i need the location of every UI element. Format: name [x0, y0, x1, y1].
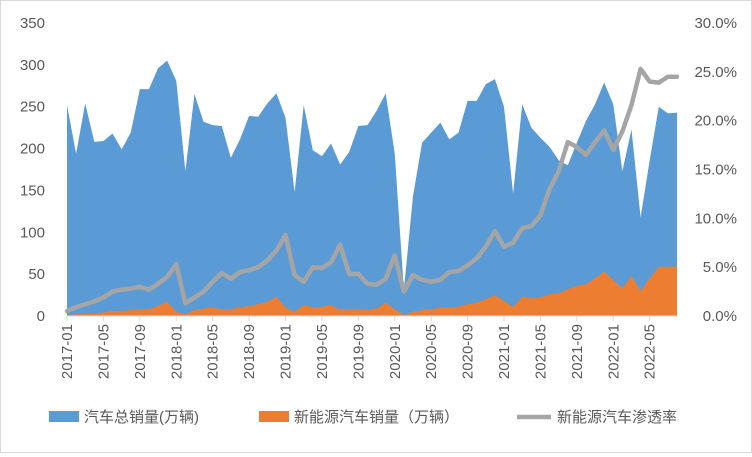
y-right-tick-label: 30.0% [694, 15, 737, 32]
series-area-1 [67, 266, 677, 316]
y-right-tick-label: 0.0% [703, 308, 737, 325]
x-tick-label: 2022-05 [642, 324, 659, 379]
x-tick-label: 2017-05 [95, 324, 112, 379]
x-tick-label: 2020-05 [423, 324, 440, 379]
y-left-tick-label: 50 [28, 266, 45, 283]
x-tick-label: 2019-09 [350, 324, 367, 379]
legend-label-1: 新能源汽车销量（万辆） [294, 409, 459, 426]
series-area-0 [67, 60, 677, 316]
y-right-tick-label: 25.0% [694, 64, 737, 81]
y-right-tick-label: 15.0% [694, 162, 737, 179]
x-tick-label: 2021-05 [532, 324, 549, 379]
y-left-tick-label: 250 [20, 99, 45, 116]
series-line-2 [64, 66, 680, 314]
legend-swatch-1 [259, 411, 289, 422]
axes: 0 50 100 150 200 250 300 350 0.0% 5.0% 10.0% 15.0% 2… [20, 15, 737, 379]
y-left-tick-label: 300 [20, 57, 45, 74]
x-tick-label: 2021-09 [569, 324, 586, 379]
legend-label-2: 新能源汽车渗透率 [557, 409, 677, 426]
x-tick-label: 2017-09 [132, 324, 149, 379]
y-left-tick-label: 350 [20, 15, 45, 32]
y-right-tick-label: 20.0% [694, 113, 737, 130]
x-tick-label: 2019-05 [314, 324, 331, 379]
legend-label-0: 汽车总销量(万辆) [84, 409, 199, 426]
y-left-tick-label: 150 [20, 182, 45, 199]
x-tick-label: 2018-01 [168, 324, 185, 379]
x-tick-label: 2020-09 [460, 324, 477, 379]
x-tick-label: 2019-01 [278, 324, 295, 379]
y-right-tick-label: 10.0% [694, 210, 737, 227]
y-left-tick-label: 0 [37, 308, 45, 325]
y-right-tick-label: 5.0% [703, 259, 737, 276]
x-tick-label: 2021-01 [496, 324, 513, 379]
x-tick-label: 2020-01 [387, 324, 404, 379]
y-left-tick-label: 100 [20, 224, 45, 241]
legend-swatch-0 [49, 411, 79, 422]
x-tick-label: 2018-05 [205, 324, 222, 379]
x-tick-label: 2022-01 [605, 324, 622, 379]
legend: 汽车总销量(万辆) 新能源汽车销量（万辆） 新能源汽车渗透率 [49, 409, 677, 426]
x-tick-label: 2017-01 [59, 324, 76, 379]
plot-area [64, 60, 680, 316]
y-left-tick-label: 200 [20, 141, 45, 158]
x-tick-label: 2018-09 [241, 324, 258, 379]
